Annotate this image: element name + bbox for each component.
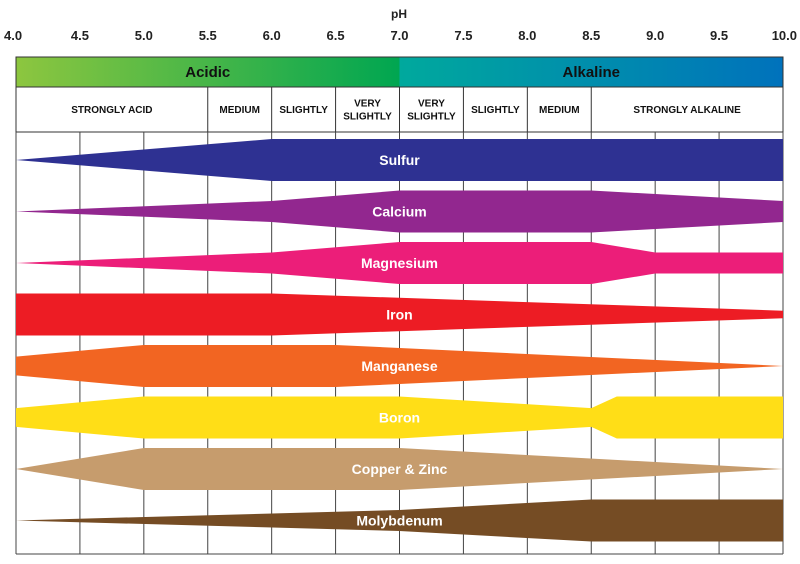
descriptor-label: SLIGHTLY bbox=[343, 112, 392, 123]
band-iron bbox=[16, 293, 783, 336]
band-calcium bbox=[16, 190, 783, 233]
band-label-copper-and-zinc: Copper & Zinc bbox=[352, 461, 448, 477]
band-label-molybdenum: Molybdenum bbox=[356, 513, 442, 529]
band-label-sulfur: Sulfur bbox=[379, 152, 420, 168]
zone-label: Alkaline bbox=[562, 64, 620, 81]
band-sulfur bbox=[16, 139, 783, 181]
band-manganese bbox=[16, 345, 783, 387]
tick-label: 9.5 bbox=[710, 28, 728, 43]
band-magnesium bbox=[16, 242, 783, 284]
band-label-boron: Boron bbox=[379, 410, 420, 426]
zone-acidic bbox=[16, 57, 400, 87]
tick-label: 4.5 bbox=[71, 28, 89, 43]
tick-label: 8.0 bbox=[518, 28, 536, 43]
zone-alkaline bbox=[399, 57, 783, 87]
x-axis-title: pH bbox=[391, 7, 407, 21]
tick-label: 10.0 bbox=[772, 28, 797, 43]
tick-label: 7.5 bbox=[454, 28, 472, 43]
band-copper-and-zinc bbox=[16, 448, 783, 490]
band-molybdenum bbox=[16, 499, 783, 542]
descriptor-label: STRONGLY ALKALINE bbox=[633, 105, 741, 116]
descriptor-label: MEDIUM bbox=[219, 105, 260, 116]
band-label-iron: Iron bbox=[386, 307, 412, 323]
tick-label: 7.0 bbox=[390, 28, 408, 43]
tick-label: 5.5 bbox=[199, 28, 217, 43]
tick-label: 9.0 bbox=[646, 28, 664, 43]
descriptor-label: MEDIUM bbox=[539, 105, 580, 116]
descriptor-label: VERY bbox=[354, 99, 381, 110]
tick-label: 6.5 bbox=[327, 28, 345, 43]
descriptor-label: VERY bbox=[418, 99, 445, 110]
descriptor-label: STRONGLY ACID bbox=[71, 105, 152, 116]
zone-label: Acidic bbox=[185, 64, 230, 81]
tick-label: 5.0 bbox=[135, 28, 153, 43]
descriptor-label: SLIGHTLY bbox=[407, 112, 456, 123]
tick-label: 6.0 bbox=[263, 28, 281, 43]
x-axis-ticks: 4.0 4.5 5.0 5.5 6.0 6.5 7.0 7.5 8.0 8.5 9.0 9.5 10.0 bbox=[4, 28, 797, 43]
tick-label: 8.5 bbox=[582, 28, 600, 43]
band-label-calcium: Calcium bbox=[372, 204, 426, 220]
band-label-magnesium: Magnesium bbox=[361, 255, 438, 271]
descriptor-label: SLIGHTLY bbox=[279, 105, 328, 116]
descriptor-label: SLIGHTLY bbox=[471, 105, 520, 116]
band-boron bbox=[16, 396, 783, 439]
band-label-manganese: Manganese bbox=[361, 358, 437, 374]
nutrient-bands: Sulfur Calcium Magnesium Iron Manganese Boron… bbox=[16, 139, 783, 542]
tick-label: 4.0 bbox=[4, 28, 22, 43]
descriptor-row: STRONGLY ACID MEDIUM SLIGHTLY VERY SLIGHTLY V… bbox=[15, 86, 784, 133]
zone-bar: Acidic Alkaline bbox=[15, 56, 784, 88]
